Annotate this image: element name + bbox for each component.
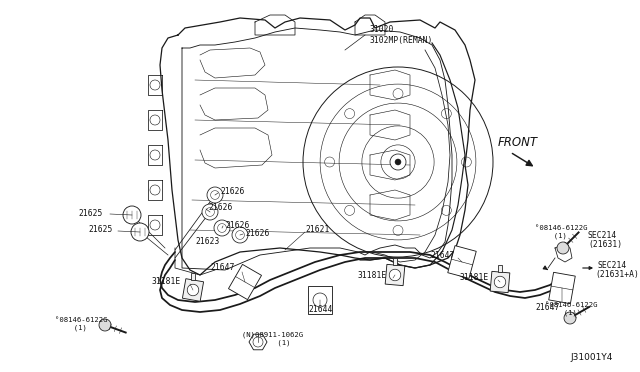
- Text: FRONT: FRONT: [498, 135, 538, 148]
- Circle shape: [557, 242, 569, 254]
- Text: (1): (1): [65, 325, 87, 331]
- Circle shape: [494, 276, 506, 288]
- Polygon shape: [249, 334, 267, 350]
- Text: SEC214: SEC214: [588, 231, 617, 240]
- Text: 21625: 21625: [78, 208, 102, 218]
- Polygon shape: [548, 272, 575, 304]
- Text: 21644: 21644: [308, 305, 332, 314]
- Text: 21647: 21647: [210, 263, 234, 273]
- Circle shape: [188, 284, 199, 296]
- Text: 31181E: 31181E: [152, 278, 181, 286]
- Text: 21647: 21647: [535, 304, 559, 312]
- Text: (21631): (21631): [588, 241, 622, 250]
- Text: J31001Y4: J31001Y4: [570, 353, 612, 362]
- Circle shape: [232, 227, 248, 243]
- Circle shape: [202, 204, 218, 220]
- Text: (1): (1): [238, 340, 291, 346]
- Circle shape: [395, 159, 401, 165]
- Text: °08146-6122G: °08146-6122G: [535, 225, 588, 231]
- Text: 21625: 21625: [88, 225, 113, 234]
- Text: 21626: 21626: [208, 203, 232, 212]
- Text: (1): (1): [545, 233, 567, 239]
- Text: 21623: 21623: [195, 237, 220, 247]
- Polygon shape: [182, 279, 204, 301]
- Circle shape: [564, 312, 576, 324]
- Text: 21647: 21647: [430, 250, 454, 260]
- Circle shape: [389, 269, 401, 281]
- Circle shape: [123, 206, 141, 224]
- Text: 3102MP(REMAN): 3102MP(REMAN): [370, 35, 433, 45]
- Circle shape: [214, 220, 230, 236]
- Polygon shape: [393, 258, 397, 265]
- Text: 31181E: 31181E: [358, 270, 387, 279]
- Text: 21626: 21626: [220, 187, 244, 196]
- Circle shape: [390, 154, 406, 170]
- Polygon shape: [448, 246, 476, 278]
- Polygon shape: [191, 273, 195, 280]
- Text: 31181E: 31181E: [460, 273, 489, 282]
- Text: (21631+A): (21631+A): [595, 270, 639, 279]
- Circle shape: [131, 223, 149, 241]
- Text: SEC214: SEC214: [598, 260, 627, 269]
- Text: (1): (1): [555, 310, 577, 316]
- Polygon shape: [228, 264, 262, 299]
- Circle shape: [207, 187, 223, 203]
- Text: 21626: 21626: [245, 228, 269, 237]
- Polygon shape: [308, 286, 332, 314]
- Polygon shape: [490, 271, 510, 293]
- Text: (N)08911-1062G: (N)08911-1062G: [220, 332, 303, 338]
- Text: 31020: 31020: [370, 26, 394, 35]
- Text: 21621: 21621: [305, 225, 330, 234]
- Text: 21626: 21626: [225, 221, 250, 230]
- Polygon shape: [498, 265, 502, 272]
- Text: °08146-6122G: °08146-6122G: [55, 317, 108, 323]
- Circle shape: [99, 319, 111, 331]
- Polygon shape: [385, 264, 405, 286]
- Text: °08146-6122G: °08146-6122G: [545, 302, 598, 308]
